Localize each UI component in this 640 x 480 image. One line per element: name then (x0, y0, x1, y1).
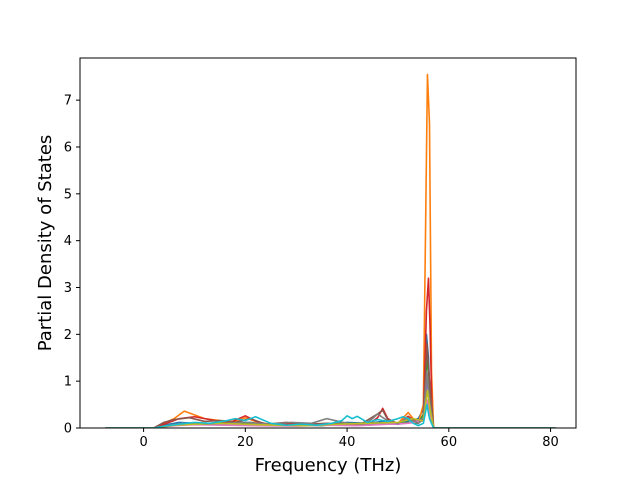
ticks-layer: 0 20 40 60 80 0 1 2 3 4 5 6 7 (64, 94, 559, 450)
x-tick-label: 60 (441, 435, 458, 450)
y-tick-label: 1 (64, 375, 72, 390)
x-axis-label: Frequency (THz) (255, 455, 402, 476)
plot-frame (79, 57, 577, 429)
y-tick-label: 5 (64, 187, 72, 202)
y-tick-label: 3 (64, 281, 72, 296)
x-tick-label: 40 (339, 435, 356, 450)
y-tick-label: 4 (64, 234, 72, 249)
y-axis-label: Partial Density of States (35, 135, 56, 352)
y-tick-label: 6 (64, 140, 72, 155)
series-line-10 (105, 403, 556, 428)
y-tick-label: 0 (64, 422, 72, 437)
series-layer (105, 73, 556, 428)
y-tick-label: 2 (64, 328, 72, 343)
x-tick-label: 0 (139, 435, 147, 450)
x-tick-label: 20 (237, 435, 254, 450)
x-tick-label: 80 (542, 435, 559, 450)
series-line-9 (105, 389, 556, 428)
y-tick-label: 7 (64, 94, 72, 109)
